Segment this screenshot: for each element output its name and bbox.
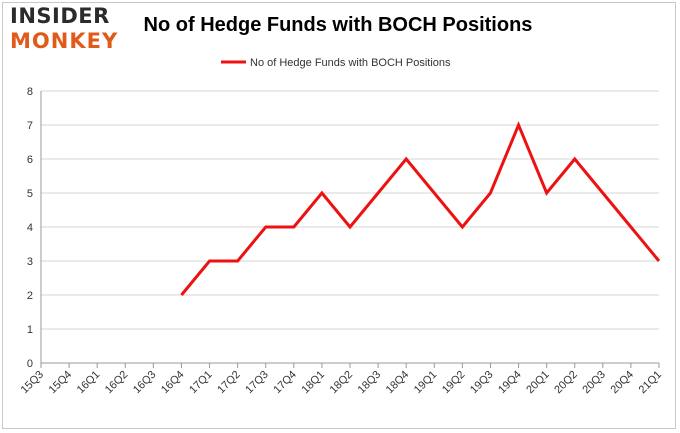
x-tick-label: 17Q3: [243, 369, 271, 397]
x-tick-label: 19Q1: [412, 369, 440, 397]
x-tick-label: 20Q3: [580, 369, 608, 397]
insider-monkey-logo: INSIDER MONKEY: [10, 4, 128, 54]
x-tick-label: 17Q4: [271, 369, 299, 397]
x-tick-label: 16Q4: [159, 369, 187, 397]
x-tick-label: 18Q2: [328, 369, 356, 397]
x-tick-label: 16Q1: [75, 369, 103, 397]
legend-label: No of Hedge Funds with BOCH Positions: [250, 57, 451, 69]
x-tick-label: 20Q4: [609, 369, 637, 397]
x-tick-label: 19Q4: [496, 369, 524, 397]
y-tick-label: 2: [27, 290, 33, 302]
logo-line-insider: INSIDER: [10, 4, 110, 28]
x-tick-label: 18Q3: [356, 369, 384, 397]
x-tick-label: 20Q1: [524, 369, 552, 397]
x-tick-label: 15Q4: [47, 369, 75, 397]
y-tick-label: 3: [27, 256, 33, 268]
y-tick-label: 5: [27, 188, 33, 200]
y-tick-label: 8: [27, 86, 33, 98]
x-tick-label: 16Q2: [103, 369, 131, 397]
y-tick-label: 1: [27, 324, 33, 336]
chart-title: No of Hedge Funds with BOCH Positions: [143, 14, 533, 36]
x-tick-label: 19Q3: [468, 369, 496, 397]
y-tick-label: 4: [27, 222, 33, 234]
x-tick-label: 20Q2: [552, 369, 580, 397]
x-tick-label: 16Q3: [131, 369, 159, 397]
x-tick-label: 18Q4: [384, 369, 412, 397]
y-tick-label: 6: [27, 154, 33, 166]
logo-line-monkey: MONKEY: [10, 29, 119, 53]
x-tick-label: 17Q1: [187, 369, 215, 397]
series-line-0: [180, 121, 661, 296]
y-tick-label: 7: [27, 120, 33, 132]
x-tick-label: 21Q1: [637, 369, 665, 397]
y-tick-label: 0: [27, 358, 33, 370]
x-tick-label: 18Q1: [300, 369, 328, 397]
x-tick-label: 15Q3: [19, 369, 47, 397]
x-tick-label: 17Q2: [215, 369, 243, 397]
x-tick-label: 19Q2: [440, 369, 468, 397]
